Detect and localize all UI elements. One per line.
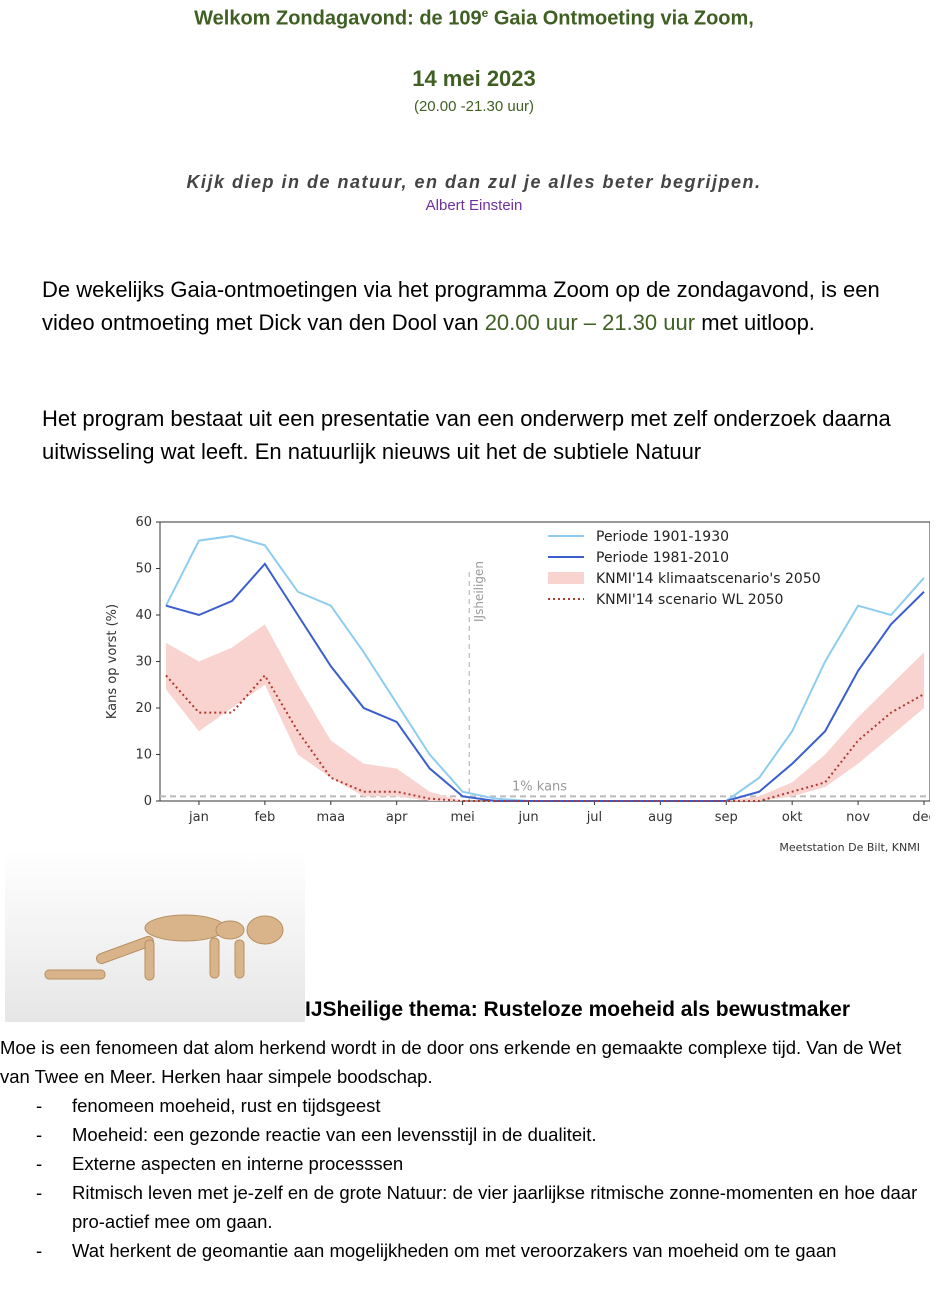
source: Meetstation De Bilt, KNMI — [779, 841, 920, 854]
title-sup: e — [481, 6, 489, 20]
bullet: - — [36, 1095, 43, 1116]
x-tick-label: sep — [715, 810, 738, 825]
y-tick-label: 60 — [135, 515, 152, 530]
x-tick-label: apr — [386, 810, 408, 825]
paragraph: Het program bestaat uit een presentatie … — [42, 406, 891, 464]
list-item: Wat herkent de geomantie aan mogelijkhed… — [72, 1240, 837, 1261]
x-tick-label: jun — [517, 810, 538, 825]
list-item: fenomeen moeheid, rust en tijdsgeest — [72, 1095, 381, 1116]
x-tick-label: mei — [450, 810, 474, 825]
x-tick-label: maa — [316, 810, 345, 825]
title: Welkom Zondagavond: de 109e Gaia Ontmoet… — [0, 6, 948, 31]
quote-author: Albert Einstein — [425, 197, 523, 214]
x-tick-label: jan — [188, 810, 209, 825]
image — [5, 850, 305, 1022]
list-item: Ritmisch leven met je-zelf en de grote N… — [72, 1182, 918, 1232]
text: De wekelijks Gaia-ontmoetingen via het p… — [42, 277, 880, 335]
text: met uitloop. — [695, 310, 815, 335]
title-text: Gaia Ontmoeting via Zoom, — [488, 7, 754, 30]
quote: Kijk diep in de natuur, en dan zul je al… — [186, 172, 762, 192]
legend-label: Periode 1901-1930 — [596, 529, 729, 545]
x-tick-label: jul — [586, 810, 602, 825]
y-tick-label: 0 — [144, 794, 152, 809]
line — [165, 562, 925, 802]
x-tick-label: feb — [254, 810, 275, 825]
chart: 0 10 20 30 40 50 60 jan feb maa apr mei jun jul aug sep… — [105, 515, 930, 854]
x-tick-label: dec — [912, 810, 930, 825]
x-tick-label: nov — [846, 810, 870, 825]
title-text: Welkom Zondagavond: de 109 — [194, 7, 482, 30]
list-item: Moeheid: een gezonde reactie van een lev… — [72, 1124, 597, 1145]
y-tick-label: 20 — [135, 701, 152, 716]
date: 14 mei 2023 — [412, 66, 536, 91]
legend-label: Periode 1981-2010 — [596, 550, 729, 566]
x-tick-label: aug — [648, 810, 672, 825]
body-text: Moe is een fenomeen dat alom herkend wor… — [0, 1037, 902, 1087]
legend-label: KNMI'14 klimaatscenario's 2050 — [596, 571, 821, 587]
heading: IJSheilige thema: Rusteloze moeheid als … — [305, 998, 851, 1021]
line — [165, 673, 925, 802]
y-tick-label: 30 — [135, 655, 152, 670]
threshold-label: 1% kans — [512, 779, 567, 794]
bullet: - — [36, 1240, 43, 1261]
y-axis-label: Kans op vorst (%) — [105, 604, 120, 719]
bullet: - — [36, 1153, 43, 1174]
y-tick-label: 40 — [135, 608, 152, 623]
paragraph: De wekelijks Gaia-ontmoetingen via het p… — [42, 273, 902, 339]
y-tick-label: 10 — [135, 748, 152, 763]
list-item: Externe aspecten en interne processsen — [72, 1153, 404, 1174]
x-tick-label: okt — [782, 810, 803, 825]
bullet: - — [36, 1124, 43, 1145]
highlight: 20.00 uur – 21.30 uur — [484, 310, 696, 335]
marker-label: IJsheiligen — [472, 561, 486, 622]
legend-swatch — [548, 572, 584, 584]
y-tick-label: 50 — [135, 562, 152, 577]
time: (20.00 -21.30 uur) — [413, 98, 535, 115]
range-band — [166, 624, 924, 801]
legend-label: KNMI'14 scenario WL 2050 — [596, 592, 783, 608]
bullet: - — [36, 1182, 43, 1203]
